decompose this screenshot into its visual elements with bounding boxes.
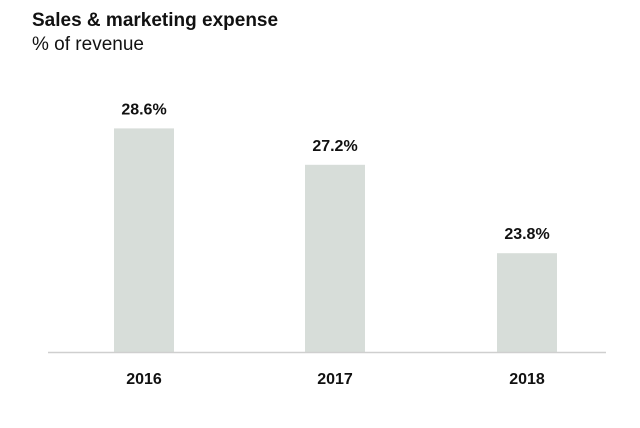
chart-title: Sales & marketing expense: [32, 10, 279, 31]
bar-2016: [114, 128, 174, 352]
data-label-2016: 28.6%: [121, 101, 166, 118]
x-tick-label-2018: 2018: [509, 371, 545, 388]
x-tick-label-2017: 2017: [317, 371, 353, 388]
data-label-2017: 27.2%: [312, 138, 357, 155]
bar-2017: [305, 164, 365, 352]
x-tick-label-2016: 2016: [126, 371, 162, 388]
chart-subtitle: % of revenue: [32, 34, 144, 55]
data-label-2018: 23.8%: [504, 226, 549, 243]
bar-2018: [497, 253, 557, 352]
